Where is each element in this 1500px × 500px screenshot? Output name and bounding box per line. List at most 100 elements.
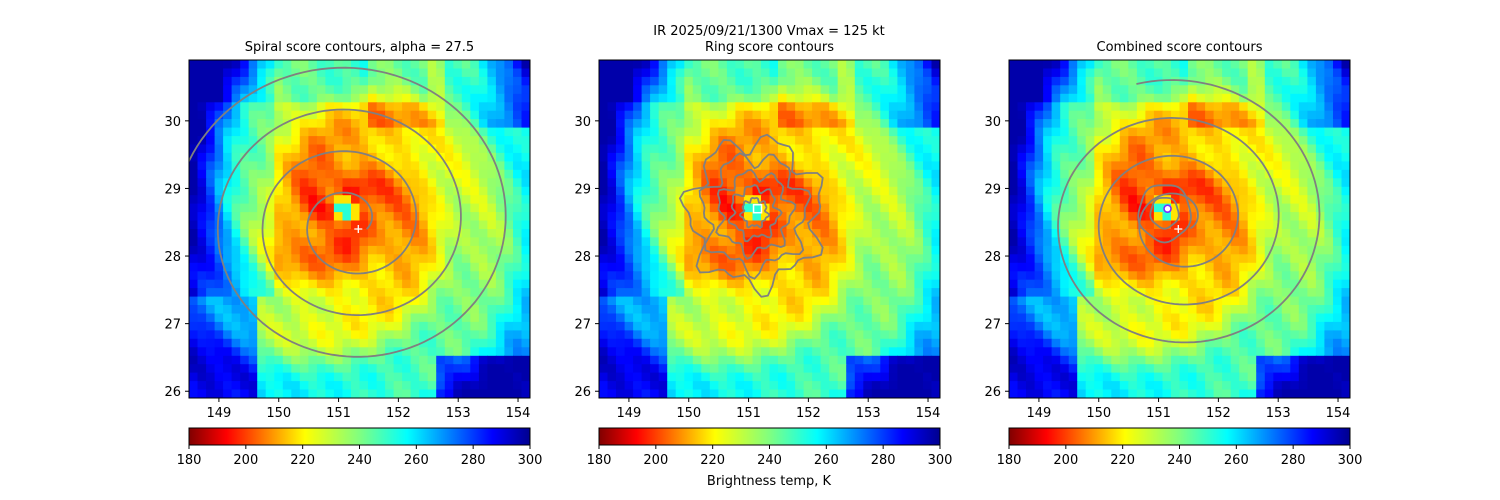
heatmap-cell <box>1145 296 1155 306</box>
heatmap-cell <box>1043 305 1053 314</box>
heatmap-cell <box>752 372 762 382</box>
heatmap-cell <box>197 85 207 95</box>
heatmap-cell <box>880 245 890 255</box>
heatmap-cell <box>257 313 267 323</box>
heatmap-cell <box>820 127 830 137</box>
heatmap-cell <box>248 203 258 213</box>
heatmap-cell <box>846 262 856 272</box>
heatmap-cell <box>1341 127 1350 137</box>
heatmap-cell <box>667 195 677 205</box>
heatmap-cell <box>1230 321 1240 331</box>
heatmap-cell <box>675 229 685 238</box>
heatmap-cell <box>1213 229 1223 238</box>
heatmap-cell <box>846 203 856 213</box>
heatmap-cell <box>470 237 480 247</box>
heatmap-cell <box>1213 119 1223 129</box>
heatmap-cell <box>1136 152 1146 162</box>
heatmap-cell <box>282 296 292 306</box>
heatmap-cell <box>1281 355 1291 365</box>
heatmap-cell <box>444 186 454 196</box>
heatmap-cell <box>495 195 505 205</box>
heatmap-cell <box>282 254 292 264</box>
heatmap-cell <box>675 338 685 348</box>
heatmap-cell <box>240 85 250 95</box>
heatmap-cell <box>1264 313 1274 323</box>
heatmap-cell <box>692 288 702 298</box>
heatmap-cell <box>1290 271 1300 281</box>
heatmap-cell <box>248 313 258 323</box>
heatmap-cell <box>897 229 907 238</box>
heatmap-cell <box>436 381 446 391</box>
heatmap-cell <box>504 381 514 391</box>
heatmap-cell <box>436 186 446 196</box>
heatmap-cell <box>1324 330 1334 340</box>
heatmap-cell <box>240 144 250 154</box>
heatmap-cell <box>342 381 352 391</box>
heatmap-cell <box>291 203 301 213</box>
heatmap-cell <box>726 389 736 398</box>
heatmap-cell <box>1205 347 1215 357</box>
heatmap-cell <box>197 338 207 348</box>
heatmap-cell <box>1102 220 1112 230</box>
heatmap-cell <box>376 220 386 230</box>
heatmap-cell <box>240 152 250 162</box>
heatmap-cell <box>495 296 505 306</box>
heatmap-cell <box>1205 229 1215 238</box>
heatmap-cell <box>495 237 505 247</box>
heatmap-cell <box>1264 186 1274 196</box>
heatmap-cell <box>333 229 343 238</box>
heatmap-cell <box>1068 313 1078 323</box>
heatmap-cell <box>1171 372 1181 382</box>
heatmap-cell <box>880 279 890 289</box>
heatmap-cell <box>1273 254 1283 264</box>
heatmap-cell <box>393 372 403 382</box>
heatmap-cell <box>888 203 898 213</box>
heatmap-cell <box>427 229 437 238</box>
heatmap-cell <box>274 93 284 103</box>
heatmap-cell <box>513 372 523 382</box>
y-tick-label: 26 <box>984 385 1001 400</box>
heatmap-cell <box>1239 127 1249 137</box>
heatmap-cell <box>701 161 711 171</box>
heatmap-cell <box>1222 245 1232 255</box>
heatmap-cell <box>871 68 881 78</box>
heatmap-cell <box>504 68 514 78</box>
heatmap-cell <box>257 110 267 120</box>
heatmap-cell <box>829 76 839 86</box>
heatmap-cell <box>1009 60 1019 69</box>
heatmap-cell <box>1264 389 1274 398</box>
heatmap-cell <box>1315 245 1325 255</box>
heatmap-cell <box>1136 93 1146 103</box>
heatmap-cell <box>1239 203 1249 213</box>
heatmap-cell <box>1341 355 1350 365</box>
heatmap-cell <box>1290 372 1300 382</box>
heatmap-cell <box>206 389 216 398</box>
heatmap-cell <box>1145 186 1155 196</box>
heatmap-cell <box>795 195 805 205</box>
heatmap-cell <box>1136 68 1146 78</box>
heatmap-cell <box>333 279 343 289</box>
heatmap-cell <box>1307 381 1317 391</box>
heatmap-cell <box>1213 110 1223 120</box>
heatmap-cell <box>718 305 728 314</box>
heatmap-cell <box>1060 313 1070 323</box>
heatmap-cell <box>624 330 634 340</box>
heatmap-cell <box>650 381 660 391</box>
heatmap-cell <box>478 237 488 247</box>
colorbar-tick-label: 220 <box>290 453 315 468</box>
heatmap-cell <box>1119 321 1129 331</box>
heatmap-cell <box>897 313 907 323</box>
heatmap-cell <box>410 296 420 306</box>
heatmap-cell <box>880 338 890 348</box>
heatmap-cell <box>718 296 728 306</box>
heatmap-cell <box>880 330 890 340</box>
heatmap-cell <box>385 144 395 154</box>
heatmap-cell <box>752 381 762 391</box>
heatmap-cell <box>274 119 284 129</box>
heatmap-cell <box>1298 60 1308 69</box>
heatmap-cell <box>761 338 771 348</box>
heatmap-cell <box>743 85 753 95</box>
heatmap-cell <box>495 152 505 162</box>
heatmap-cell <box>521 169 530 179</box>
heatmap-cell <box>342 271 352 281</box>
